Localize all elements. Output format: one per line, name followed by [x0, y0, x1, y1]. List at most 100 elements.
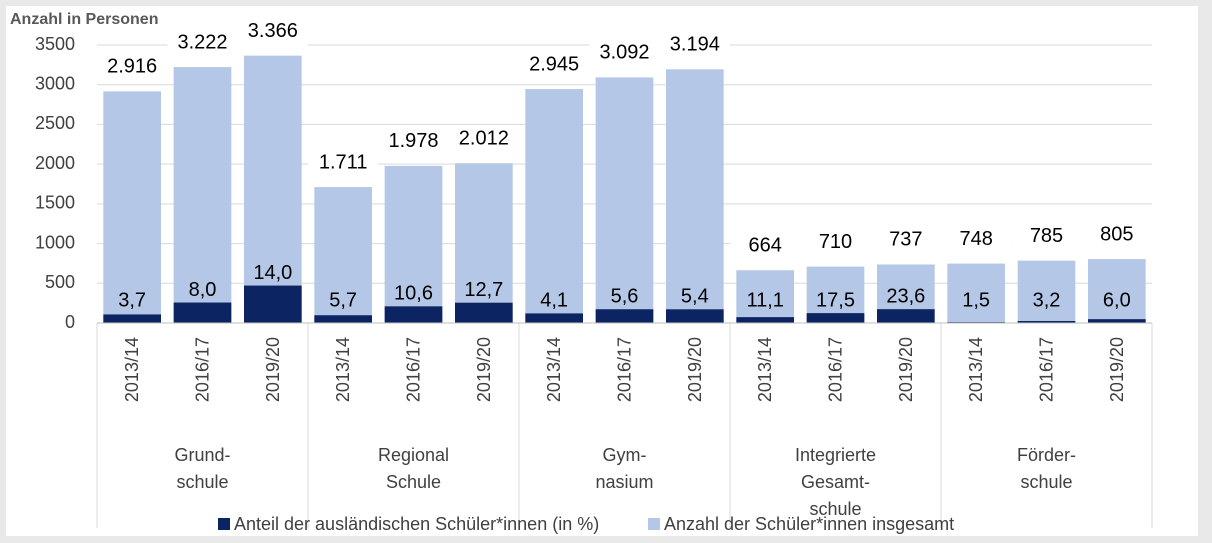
value-label-bg [237, 17, 308, 46]
y-axis-label: Anzahl in Personen [10, 11, 158, 28]
bar-total [454, 163, 513, 323]
y-tick-label: 2500 [35, 113, 75, 133]
value-label: 1,5 [962, 289, 990, 311]
value-label-bg [589, 39, 660, 68]
value-label-bg [659, 31, 730, 60]
value-label: 1.711 [319, 151, 368, 173]
value-label: 2.945 [529, 53, 579, 75]
bar-share [173, 302, 232, 323]
value-label-bg [1081, 221, 1152, 250]
value-label: 2.916 [107, 56, 157, 78]
group-label: Grund- [174, 445, 230, 465]
bar-share [103, 314, 162, 323]
value-label-bg [378, 127, 449, 156]
x-tick-label: 2013/14 [333, 337, 353, 402]
bar-share [736, 317, 795, 323]
bar-total [173, 67, 232, 323]
bar-share [876, 309, 935, 323]
value-label: 4,1 [540, 289, 568, 311]
bar-share [595, 309, 654, 323]
y-tick-label: 0 [65, 312, 75, 332]
value-label: 3.194 [670, 34, 720, 56]
value-label: 748 [959, 228, 992, 250]
value-label: 5,7 [329, 289, 357, 311]
group-label: Integrierte [795, 445, 876, 465]
group-label: Gesamt- [801, 472, 870, 492]
bar-total [736, 270, 795, 323]
group-label: Gym- [603, 445, 647, 465]
value-label: 785 [1030, 225, 1063, 247]
value-label-bg [800, 228, 871, 257]
bar-total [947, 263, 1006, 323]
legend-swatch [218, 518, 230, 530]
x-tick-label: 2019/20 [685, 337, 705, 402]
y-tick-label: 3000 [35, 73, 75, 93]
group-label: nasium [595, 472, 653, 492]
group-label: schule [176, 472, 228, 492]
y-tick-label: 3500 [35, 34, 75, 54]
value-label-bg [167, 29, 238, 58]
y-tick-label: 2000 [35, 153, 75, 173]
value-label: 1.978 [388, 130, 438, 152]
value-label-bg [448, 125, 519, 154]
y-tick-label: 1500 [35, 193, 75, 213]
x-tick-label: 2019/20 [1107, 337, 1127, 402]
value-label: 3,2 [1033, 289, 1061, 311]
group-label: Schule [386, 472, 441, 492]
x-tick-label: 2013/14 [966, 337, 986, 402]
y-tick-label: 500 [45, 272, 75, 292]
bar-share [454, 302, 513, 323]
bar-share [384, 306, 443, 323]
x-tick-label: 2013/14 [122, 337, 142, 402]
value-label: 3.092 [599, 42, 649, 64]
value-label: 11,1 [746, 289, 783, 311]
bar-share [525, 313, 584, 323]
value-label: 710 [819, 231, 852, 253]
bar-share [665, 309, 724, 323]
value-label: 10,6 [394, 283, 433, 305]
value-label-bg [97, 53, 168, 82]
value-label: 3,7 [118, 289, 146, 311]
x-tick-label: 2019/20 [896, 337, 916, 402]
bar-total [243, 55, 302, 323]
value-label-bg [519, 51, 590, 80]
value-label-bg [730, 232, 801, 261]
x-tick-label: 2016/17 [1037, 337, 1057, 402]
value-label: 2.012 [459, 127, 509, 149]
value-label-bg [870, 226, 941, 255]
legend-label: Anzahl der Schüler*innen insgesamt [664, 514, 954, 534]
value-label: 6,0 [1103, 289, 1131, 311]
x-tick-label: 2019/20 [263, 337, 283, 402]
value-label-bg [941, 225, 1012, 254]
x-tick-label: 2019/20 [474, 337, 494, 402]
bar-share [1017, 321, 1076, 323]
group-label: schule [1020, 472, 1072, 492]
x-tick-label: 2016/17 [404, 337, 424, 402]
value-label: 805 [1100, 223, 1133, 245]
value-label: 5,6 [611, 286, 639, 308]
legend-label: Anteil der ausländischen Schüler*innen (… [234, 514, 599, 534]
bar-total [595, 77, 654, 323]
bar-share [243, 285, 302, 323]
y-tick-label: 1000 [35, 232, 75, 252]
x-tick-label: 2016/17 [615, 337, 635, 402]
bar-total [1087, 259, 1146, 323]
value-label-bg [1011, 222, 1082, 251]
value-label: 8,0 [189, 279, 217, 301]
bar-share [314, 315, 373, 323]
bar-total [103, 91, 162, 323]
x-tick-label: 2016/17 [826, 337, 846, 402]
value-label: 664 [748, 235, 781, 257]
value-label: 5,4 [681, 286, 709, 308]
value-label: 17,5 [816, 289, 855, 311]
bar-total [1017, 260, 1076, 323]
bar-total [525, 89, 584, 323]
x-tick-label: 2016/17 [193, 337, 213, 402]
bar-share [806, 313, 865, 323]
bar-total [314, 187, 373, 323]
bar-total [384, 165, 443, 323]
group-label: schule [809, 499, 861, 519]
value-label: 3.222 [177, 31, 227, 53]
bar-total [665, 69, 724, 323]
